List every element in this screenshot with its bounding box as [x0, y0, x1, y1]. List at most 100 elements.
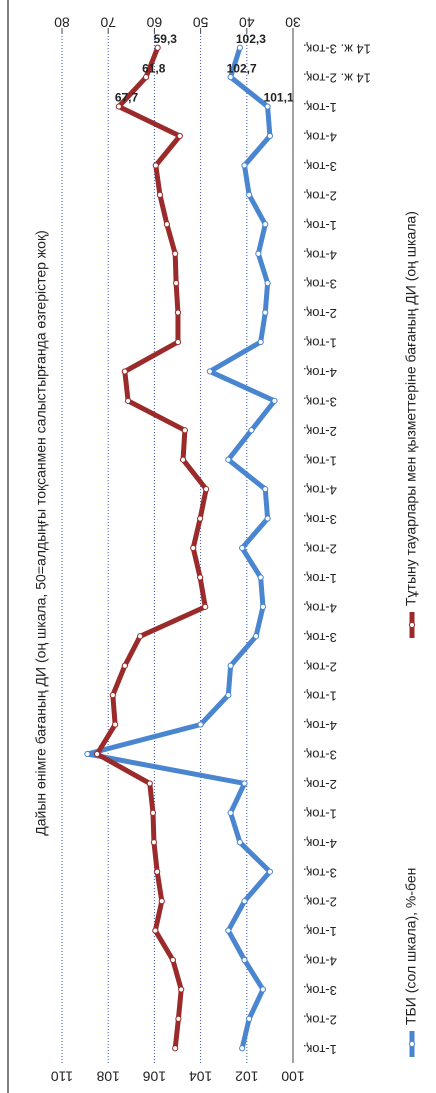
point [172, 250, 179, 257]
y-tick-label: 104 [189, 1068, 213, 1084]
point [227, 809, 234, 816]
x-tick-label: 3-тоқ. [303, 277, 337, 292]
point [239, 544, 246, 552]
point [271, 397, 278, 404]
legend-label: Тұтыну тауарлары мен қызметтеріне бағаны… [403, 211, 419, 606]
point [266, 132, 273, 140]
point [197, 721, 204, 728]
x-tick-label: 2-тоқ. [303, 777, 337, 792]
point [149, 809, 157, 816]
x-tick-label: 1-тоқ. [303, 336, 337, 351]
point [190, 544, 197, 552]
point [248, 427, 255, 434]
point [259, 986, 267, 993]
point [154, 868, 161, 875]
point [259, 603, 267, 610]
x-tick-label: 2-тоқ. [303, 895, 337, 910]
x-tick-label: 3-тоқ. [303, 983, 337, 998]
value-label: 59,3 [154, 32, 178, 46]
value-label: 101,1 [264, 91, 294, 105]
point [173, 280, 180, 287]
point [225, 456, 232, 463]
point [152, 927, 159, 934]
y-tick-label: 100 [281, 1068, 305, 1084]
point [241, 956, 248, 964]
point [236, 839, 243, 846]
y2-tick-label: 40 [239, 14, 255, 30]
x-tick-label: 4-тоқ. [303, 483, 337, 498]
point [262, 309, 269, 316]
point [174, 338, 182, 346]
x-tick-label: 4-тоқ. [303, 130, 337, 145]
chart-title: Дайын өнімге бағаның ДИ (оң шкала, 50=ал… [33, 230, 49, 836]
point [142, 74, 150, 81]
point [225, 927, 232, 934]
point [94, 750, 101, 758]
legend-label: ТБИ (сол шкала), %-бен [403, 868, 419, 1025]
x-tick-label: 1-тоқ. [303, 924, 337, 939]
y-tick-label: 108 [96, 1068, 120, 1084]
point [174, 309, 182, 316]
series-line [84, 46, 278, 1049]
point [246, 191, 253, 198]
x-tick-label: 3-тоқ. [303, 630, 337, 645]
x-tick-label: 2-тоқ. [303, 188, 337, 203]
x-tick-label: 1-тоқ. [303, 100, 337, 115]
point [152, 162, 159, 169]
point [178, 986, 185, 993]
x-tick-label: 1-тоқ. [303, 806, 337, 821]
point [156, 191, 164, 198]
point [225, 692, 232, 699]
y2-tick-label: 30 [285, 14, 301, 30]
x-tick-label: 3-тоқ. [303, 748, 337, 763]
value-label: 102,3 [236, 32, 266, 46]
point [150, 839, 158, 846]
point [121, 662, 128, 669]
point [158, 898, 165, 905]
value-label: 61,8 [142, 61, 166, 75]
x-tick-label: 1-тоқ. [303, 689, 337, 704]
y2-tick-label: 80 [54, 14, 70, 30]
x-tick-label: 1-тоқ. [303, 218, 337, 233]
point [112, 721, 119, 728]
point [264, 103, 271, 110]
y-tick-label: 106 [143, 1068, 167, 1084]
point [115, 103, 122, 110]
point [236, 44, 243, 51]
point [179, 456, 187, 463]
x-tick-label: 4-тоқ. [303, 365, 337, 380]
point [109, 692, 116, 699]
point [121, 368, 128, 375]
value-label: 102,7 [227, 61, 257, 75]
x-tick-label: 4-тоқ. [303, 954, 337, 969]
x-tick-label: 4-тоқ. [303, 600, 337, 615]
point [197, 515, 204, 522]
point [146, 780, 153, 787]
x-tick-label: 3-тоқ. [303, 394, 337, 409]
point [181, 427, 188, 434]
x-tick-label: 4-тоқ. [303, 836, 337, 851]
point [255, 250, 262, 257]
point [257, 574, 264, 581]
x-tick-label: 2-тоқ. [303, 659, 337, 674]
legend-marker [408, 1040, 416, 1048]
point [202, 603, 209, 610]
point [252, 633, 260, 640]
point [246, 1015, 253, 1022]
legend-marker [408, 621, 416, 629]
point [262, 221, 269, 228]
y-tick-label: 102 [235, 1068, 259, 1084]
point [124, 397, 132, 404]
point [136, 633, 144, 640]
x-tick-label: 3-тоқ. [303, 865, 337, 880]
point [227, 74, 234, 81]
y-tick-label: 110 [51, 1068, 74, 1084]
x-tick-label: 3-тоқ. [303, 512, 337, 527]
x-tick-label: 4-тоқ. [303, 718, 337, 733]
chart-body: Дайын өнімге бағаның ДИ (оң шкала, 50=ал… [33, 14, 419, 1084]
point [266, 868, 273, 875]
point [206, 368, 213, 375]
point [262, 486, 269, 493]
x-tick-label: 2-тоқ. [303, 306, 337, 321]
point [264, 280, 271, 287]
